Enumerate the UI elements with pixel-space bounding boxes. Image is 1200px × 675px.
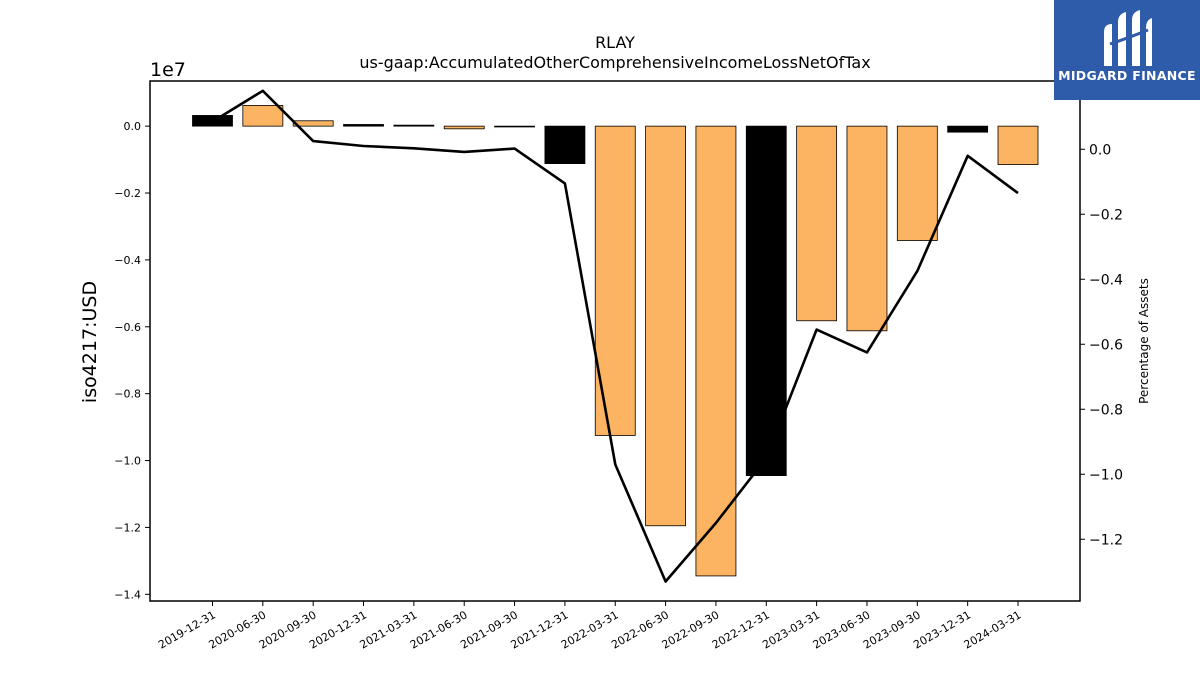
bar-2022-09-30 [695,125,737,577]
bar-2022-06-30 [645,125,686,527]
y-tick-label: −0.6 [114,321,141,334]
y2-tick-label: −0.6 [1089,337,1123,353]
brand-logo: MIDGARD FINANCE [1054,0,1200,100]
bar-2021-12-31 [544,125,586,164]
bar-2024-03-31 [997,125,1039,166]
bar-2023-03-31 [796,125,838,322]
bar-2023-12-31 [947,125,989,133]
bar-2021-09-30 [494,125,535,128]
y2-tick-label: −1.2 [1089,532,1123,548]
line-series-percentage-of-assets [211,89,1019,583]
bar-2020-09-30 [292,120,334,127]
x-tick-label: 2024-03-31 [962,608,1024,651]
y-tick-label: −1.0 [114,455,141,468]
logo-text: MIDGARD FINANCE [1058,68,1196,83]
y-tick-label: 0.0 [124,120,142,133]
bar-2023-06-30 [846,125,888,332]
y-tick-label: −1.2 [114,521,141,534]
y-tick-label: −0.8 [114,388,141,401]
logo-mark-icon [1104,10,1152,66]
y-tick-label: −0.4 [114,254,141,267]
y2-tick-label: −0.4 [1089,272,1123,288]
y2-tick-label: −1.0 [1089,467,1123,483]
y2-tick-label: −0.2 [1089,207,1123,223]
y-tick-label: −1.4 [114,588,141,601]
y2-tick-label: −0.8 [1089,402,1123,418]
y2-tick-label: 0.0 [1089,142,1111,158]
y-scale-label: 1e7 [150,59,186,81]
y2-axis-label: Percentage of Assets [1137,278,1151,404]
bar-2022-12-31 [745,125,787,476]
chart-subtitle: us-gaap:AccumulatedOtherComprehensiveInc… [359,53,870,72]
chart-title: RLAY [595,33,635,52]
bar-2023-09-30 [896,125,938,241]
bar-2020-12-31 [343,124,384,127]
y-axis-label: iso4217:USD [79,281,101,403]
bar-2021-03-31 [393,124,435,127]
bar-2020-06-30 [242,105,284,127]
bar-2021-06-30 [443,125,485,130]
y-tick-label: −0.2 [114,187,141,200]
